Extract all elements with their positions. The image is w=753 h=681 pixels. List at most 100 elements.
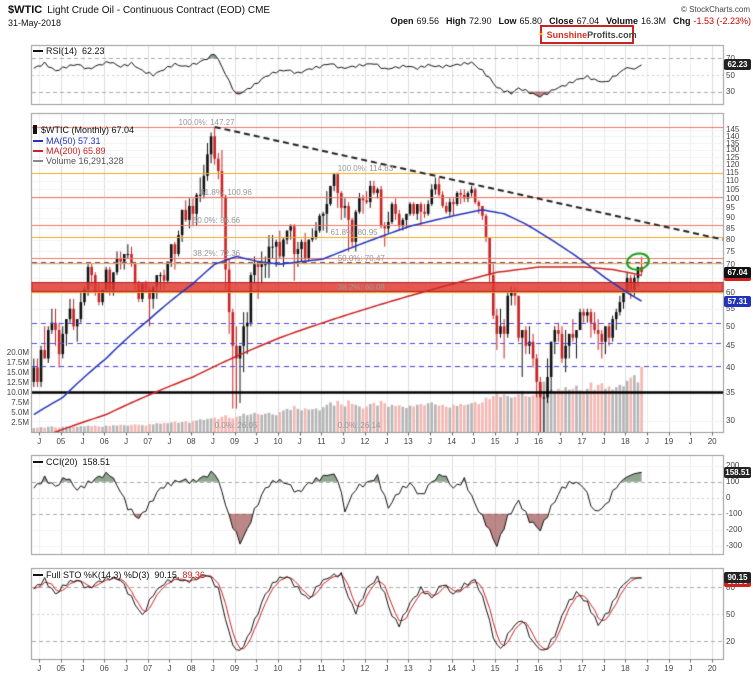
x-axis-label: 11 xyxy=(317,437,326,446)
quote-value-chg: -1.53 (-2.23%) xyxy=(693,16,751,26)
x-axis-label: J xyxy=(427,437,432,446)
rsi-line-icon xyxy=(33,50,43,52)
quote-bar: Open 69.56 High 72.90 Low 65.80 Close 67.04 Volu… xyxy=(383,16,751,26)
rsi-legend: RSI(14) 62.23 xyxy=(33,46,105,56)
volume-tick-label: 7.5M xyxy=(11,397,29,407)
price-tick-label: 130 xyxy=(726,145,740,155)
fib-label: 100.0%: 147.27 xyxy=(178,117,235,127)
price-tick-label: 75 xyxy=(726,246,735,256)
x-axis-label: J xyxy=(384,437,389,446)
quote-value-close: 67.04 xyxy=(576,16,600,26)
quote-value-low: 65.80 xyxy=(519,16,543,26)
rsi-tick-label: 30 xyxy=(726,87,735,97)
rsi-legend-label: RSI(14) xyxy=(46,46,78,56)
chart-title: Light Crude Oil - Continuous Contract (E… xyxy=(47,5,271,16)
ticker-symbol: $WTIC xyxy=(8,4,43,16)
quote-label-open: Open xyxy=(390,16,414,26)
legend-ma200: MA(200) 65.89 xyxy=(33,146,106,156)
sto-k-badge: 90.15 xyxy=(724,572,751,584)
sun-icon: ☀ xyxy=(537,30,545,39)
candlestick-icon xyxy=(33,125,37,134)
cci-tick-label: -300 xyxy=(726,541,743,551)
x-axis-label-bottom: J xyxy=(514,664,519,673)
x-axis-label-bottom: J xyxy=(80,664,85,673)
chart-date: 31-May-2018 xyxy=(8,18,62,28)
cci-line-icon xyxy=(33,461,43,463)
x-axis-label-bottom: 16 xyxy=(534,664,543,673)
x-axis-label: J xyxy=(471,437,476,446)
quote-label-high: High xyxy=(446,16,466,26)
x-axis-label-bottom: 14 xyxy=(447,664,457,673)
x-axis-label-bottom: 07 xyxy=(143,664,153,673)
price-tick-label: 80 xyxy=(726,235,735,245)
price-tick-label: 135 xyxy=(726,138,740,148)
fib-label: 38.2%: 60.08 xyxy=(337,283,385,293)
sto-tick-label: 20 xyxy=(726,636,735,646)
x-axis-label-bottom: 11 xyxy=(317,664,326,673)
price-tick-label: 110 xyxy=(726,176,739,186)
x-axis-label-bottom: 08 xyxy=(186,664,196,673)
x-axis-label: J xyxy=(210,437,215,446)
quote-value-high: 72.90 xyxy=(469,16,492,26)
x-axis-label-bottom: 05 xyxy=(56,664,66,673)
fib-label: 0.0%: 26.05 xyxy=(214,421,258,430)
rsi-legend-value: 62.23 xyxy=(82,46,105,56)
price-tick-label: 145 xyxy=(726,125,740,135)
price-tick-label: 100 xyxy=(726,193,740,203)
price-tick-label: 40 xyxy=(726,362,735,372)
cci-tick-label: 0 xyxy=(726,493,731,503)
x-axis-label-bottom: 06 xyxy=(99,664,109,673)
fib-label: 38.2%: 72.36 xyxy=(192,249,241,259)
x-axis-label: J xyxy=(297,437,302,446)
sto-line-icon xyxy=(33,574,43,576)
quote-value-open: 69.56 xyxy=(416,16,439,26)
volume-tick-label: 15.0M xyxy=(6,367,29,377)
fib-label: 0.0%: 26.14 xyxy=(337,421,381,430)
legend-ma200-text: MA(200) 65.89 xyxy=(46,146,106,156)
legend-ma50: MA(50) 57.31 xyxy=(33,136,101,146)
volume-tick-label: 2.5M xyxy=(11,417,29,427)
ma200-line-icon xyxy=(33,150,43,152)
volume-tick-label: 12.5M xyxy=(6,377,29,387)
cci-tick-label: -100 xyxy=(726,509,743,519)
volume-bars-icon xyxy=(33,160,43,162)
price-tick-label: 30 xyxy=(726,416,735,426)
x-axis-label: 17 xyxy=(577,437,587,446)
x-axis-label-bottom: J xyxy=(384,664,389,673)
price-tick-label: 90 xyxy=(726,213,735,223)
x-axis-label-bottom: J xyxy=(645,664,650,673)
quote-label-volume: Volume xyxy=(606,16,638,26)
sunshineprofits-logo[interactable]: ☀ Sunshine Profits.com xyxy=(537,25,637,44)
quote-label-chg: Chg xyxy=(672,16,691,26)
x-axis-label-bottom: J xyxy=(558,664,563,673)
legend-volume: Volume 16,291,328 xyxy=(33,156,124,166)
x-axis-label-bottom: 19 xyxy=(664,664,674,673)
x-axis-label: 14 xyxy=(447,437,457,446)
x-axis-label-bottom: 17 xyxy=(577,664,587,673)
sto-d-value: 89.36 xyxy=(182,570,205,580)
x-axis-label-bottom: J xyxy=(297,664,302,673)
x-axis-label-bottom: 20 xyxy=(707,664,717,673)
price-tick-label: 115 xyxy=(726,168,739,178)
x-axis-label: 05 xyxy=(56,437,66,446)
price-tick-label: 85 xyxy=(726,223,735,233)
x-axis-label-bottom: 12 xyxy=(360,664,370,673)
legend-ma50-text: MA(50) 57.31 xyxy=(46,136,101,146)
sto-tick-label: 50 xyxy=(726,609,735,619)
price-tick-label: 70 xyxy=(726,259,735,269)
price-tick-label: 50 xyxy=(726,321,735,331)
x-axis-label: 12 xyxy=(360,437,370,446)
cci-tick-label: -200 xyxy=(726,525,743,535)
logo-text-profits: Profits.com xyxy=(587,29,637,40)
x-axis-label-bottom: J xyxy=(471,664,476,673)
x-axis-label: 08 xyxy=(186,437,196,446)
price-tick-label: 55 xyxy=(726,304,735,314)
x-axis-label-bottom: 18 xyxy=(620,664,630,673)
x-axis-label-bottom: J xyxy=(254,664,259,673)
cci-tick-label: 100 xyxy=(726,477,740,487)
copyright: © StockCharts.com xyxy=(680,5,750,14)
fib-label: 50.0%: 70.47 xyxy=(337,253,385,263)
x-axis-label: J xyxy=(124,437,129,446)
